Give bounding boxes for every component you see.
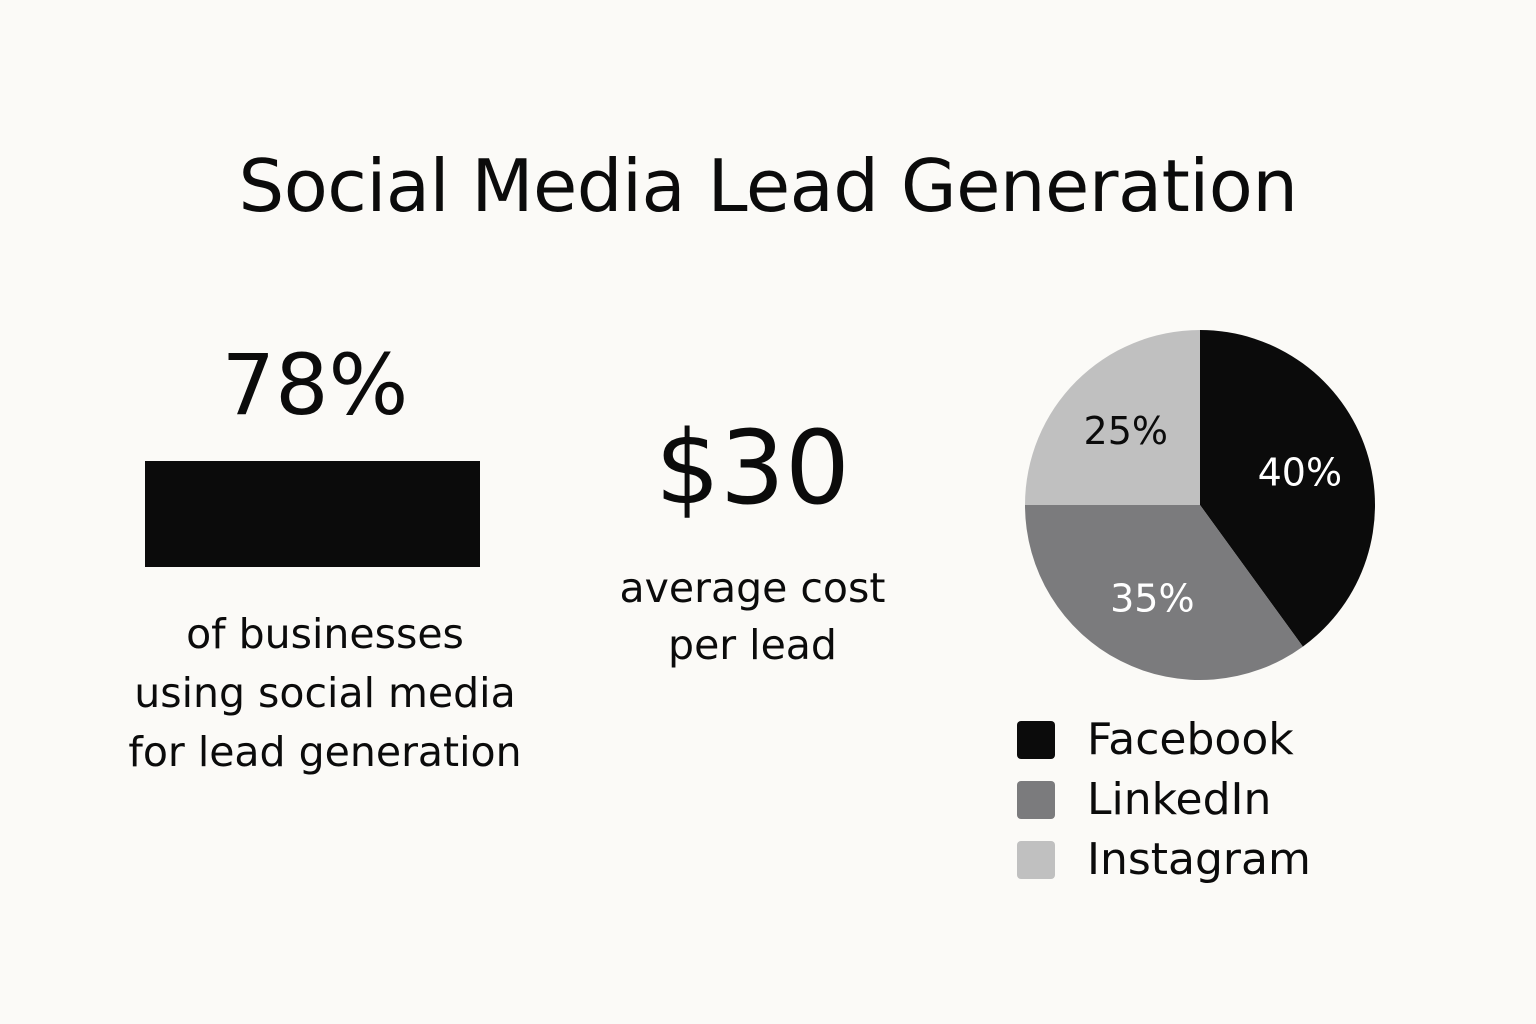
businesses-caption: of businesses using social media for lea… [95,605,555,782]
legend-item-linkedin: LinkedIn [1017,770,1437,830]
cost-caption-line-2: per lead [668,621,837,669]
legend-item-facebook: Facebook [1017,710,1437,770]
pie-slice-linkedin [1025,505,1303,680]
platform-pie-chart: 40% 35% 25% [1025,330,1375,680]
legend-label-instagram: Instagram [1087,834,1311,885]
page-title: Social Media Lead Generation [238,144,1298,228]
legend-label-facebook: Facebook [1087,714,1294,765]
pie-label-instagram: 25% [1084,409,1168,453]
pie-slice-instagram [1025,330,1200,505]
cost-per-lead-caption: average cost per lead [560,560,945,674]
pie-legend: Facebook LinkedIn Instagram [1017,710,1437,890]
legend-swatch-instagram [1017,841,1055,879]
pie-slice-facebook [1200,330,1375,647]
legend-swatch-facebook [1017,721,1055,759]
businesses-bar [145,461,480,567]
businesses-bar-fill [145,461,480,567]
legend-swatch-linkedin [1017,781,1055,819]
businesses-caption-line-2: using social media [134,669,516,717]
legend-label-linkedin: LinkedIn [1087,774,1272,825]
legend-item-instagram: Instagram [1017,830,1437,890]
cost-per-lead-value: $30 [655,409,850,528]
cost-caption-line-1: average cost [619,564,886,612]
businesses-caption-line-3: for lead generation [128,728,522,776]
pie-label-linkedin: 35% [1110,577,1194,621]
pie-label-facebook: 40% [1258,451,1342,495]
businesses-caption-line-1: of businesses [186,610,464,658]
businesses-percent-value: 78% [221,336,409,434]
